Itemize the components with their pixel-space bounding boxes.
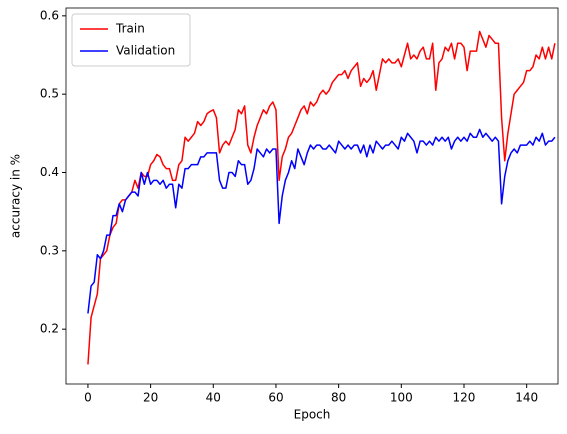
x-tick-label: 0 bbox=[84, 391, 92, 405]
y-tick-label: 0.3 bbox=[40, 243, 59, 257]
x-axis-label: Epoch bbox=[294, 408, 331, 422]
legend-label: Validation bbox=[116, 44, 175, 58]
x-tick-label: 80 bbox=[331, 391, 346, 405]
series-line bbox=[87, 128, 556, 314]
x-tick-label: 100 bbox=[390, 391, 413, 405]
y-tick-label: 0.5 bbox=[40, 87, 59, 101]
y-tick-label: 0.2 bbox=[40, 322, 59, 336]
x-tick-label: 140 bbox=[515, 391, 538, 405]
x-tick-label: 60 bbox=[268, 391, 283, 405]
y-axis-label: accuracy in % bbox=[9, 154, 23, 238]
x-tick-label: 40 bbox=[206, 391, 221, 405]
y-tick-label: 0.6 bbox=[40, 8, 59, 22]
series-line bbox=[87, 30, 556, 365]
y-tick-label: 0.4 bbox=[40, 165, 59, 179]
legend-label: Train bbox=[115, 22, 145, 36]
x-tick-label: 120 bbox=[453, 391, 476, 405]
legend-box bbox=[71, 13, 191, 67]
plot-frame bbox=[65, 7, 559, 385]
x-tick-label: 20 bbox=[143, 391, 158, 405]
